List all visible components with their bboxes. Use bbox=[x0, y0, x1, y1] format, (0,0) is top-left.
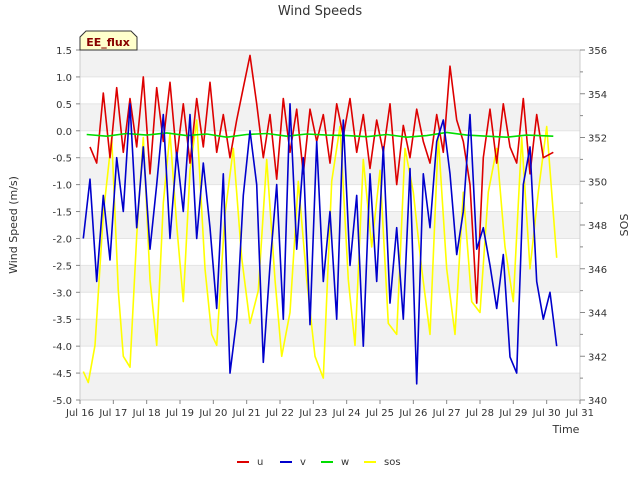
legend-item-v: v bbox=[280, 457, 306, 468]
y2-axis-label: SOS bbox=[618, 214, 631, 237]
y-tick-label: 1.0 bbox=[56, 73, 72, 84]
site-badge-box bbox=[79, 30, 138, 51]
y-tick-label: -3.0 bbox=[52, 288, 72, 299]
y-tick-label: 0.0 bbox=[56, 127, 72, 138]
legend-item-sos: sos bbox=[364, 457, 401, 468]
y-axis-right: 340 342 344 346 348 350 352 354 356 bbox=[580, 46, 607, 407]
y-tick-label: -2.0 bbox=[52, 234, 72, 245]
x-axis-label: Time bbox=[552, 423, 580, 436]
series-layer bbox=[82, 54, 558, 385]
x-tick-label: Jul 28 bbox=[465, 408, 494, 419]
y2-tick-label: 348 bbox=[588, 221, 607, 232]
x-tick-label: Jul 26 bbox=[398, 408, 427, 419]
y2-tick-label: 342 bbox=[588, 352, 607, 363]
plot-band bbox=[80, 50, 580, 77]
x-tick-label: Jul 20 bbox=[198, 408, 227, 419]
plot-band bbox=[80, 319, 580, 347]
series-line-v bbox=[82, 103, 558, 385]
legend-item-u: u bbox=[237, 457, 263, 468]
y-axis-left: 1.5 1.0 0.5 0.0 -0.5 -1.0 -1.5 -2.0 -2.5 -3.0 -3.5… bbox=[52, 46, 80, 407]
chart-title: Wind Speeds bbox=[278, 4, 363, 19]
x-tick-label: Jul 16 bbox=[65, 408, 94, 419]
legend-label-v: v bbox=[300, 457, 306, 468]
y-tick-label: -1.5 bbox=[52, 208, 72, 219]
y-tick-label: -0.5 bbox=[52, 154, 72, 165]
plot-band bbox=[80, 265, 580, 293]
x-tick-label: Jul 17 bbox=[98, 408, 127, 419]
y2-tick-label: 340 bbox=[588, 396, 607, 407]
y2-tick-label: 344 bbox=[588, 309, 607, 320]
x-axis: Jul 16 Jul 17 Jul 18 Jul 19 Jul 20 Jul 21 Jul … bbox=[65, 400, 594, 419]
y-tick-label: -3.5 bbox=[52, 315, 72, 326]
x-tick-label: Jul 19 bbox=[165, 408, 194, 419]
x-tick-label: Jul 23 bbox=[298, 408, 327, 419]
legend: u v w sos bbox=[237, 457, 401, 468]
y2-tick-label: 350 bbox=[588, 177, 607, 188]
series-line-w bbox=[86, 131, 554, 138]
site-badge-label: EE_flux bbox=[86, 36, 130, 49]
y-tick-label: -4.0 bbox=[52, 342, 72, 353]
x-tick-label: Jul 18 bbox=[132, 408, 161, 419]
x-tick-label: Jul 21 bbox=[232, 408, 261, 419]
x-tick-label: Jul 22 bbox=[265, 408, 294, 419]
legend-label-u: u bbox=[257, 457, 263, 468]
plot-band bbox=[80, 373, 580, 400]
x-tick-label: Jul 30 bbox=[532, 408, 561, 419]
y-tick-label: -4.5 bbox=[52, 369, 72, 380]
series-line-sos bbox=[82, 119, 558, 384]
y2-tick-label: 352 bbox=[588, 134, 607, 145]
legend-label-sos: sos bbox=[384, 457, 401, 468]
y2-tick-label: 354 bbox=[588, 90, 607, 101]
y-axis-label: Wind Speed (m/s) bbox=[7, 176, 20, 274]
y-tick-label: -1.0 bbox=[52, 181, 72, 192]
x-tick-label: Jul 31 bbox=[565, 408, 594, 419]
x-tick-label: Jul 25 bbox=[365, 408, 394, 419]
y-tick-label: -5.0 bbox=[52, 396, 72, 407]
y-tick-label: 0.5 bbox=[56, 100, 72, 111]
x-tick-label: Jul 29 bbox=[498, 408, 527, 419]
y2-tick-label: 346 bbox=[588, 265, 607, 276]
legend-item-w: w bbox=[321, 457, 349, 468]
y-tick-label: 1.5 bbox=[56, 46, 72, 57]
x-tick-label: Jul 24 bbox=[332, 408, 361, 419]
x-tick-label: Jul 27 bbox=[432, 408, 461, 419]
site-badge: EE_flux bbox=[79, 30, 138, 51]
y-tick-label: -2.5 bbox=[52, 261, 72, 272]
legend-label-w: w bbox=[341, 457, 349, 468]
y2-tick-label: 356 bbox=[588, 46, 607, 57]
series-line-u bbox=[89, 54, 554, 304]
